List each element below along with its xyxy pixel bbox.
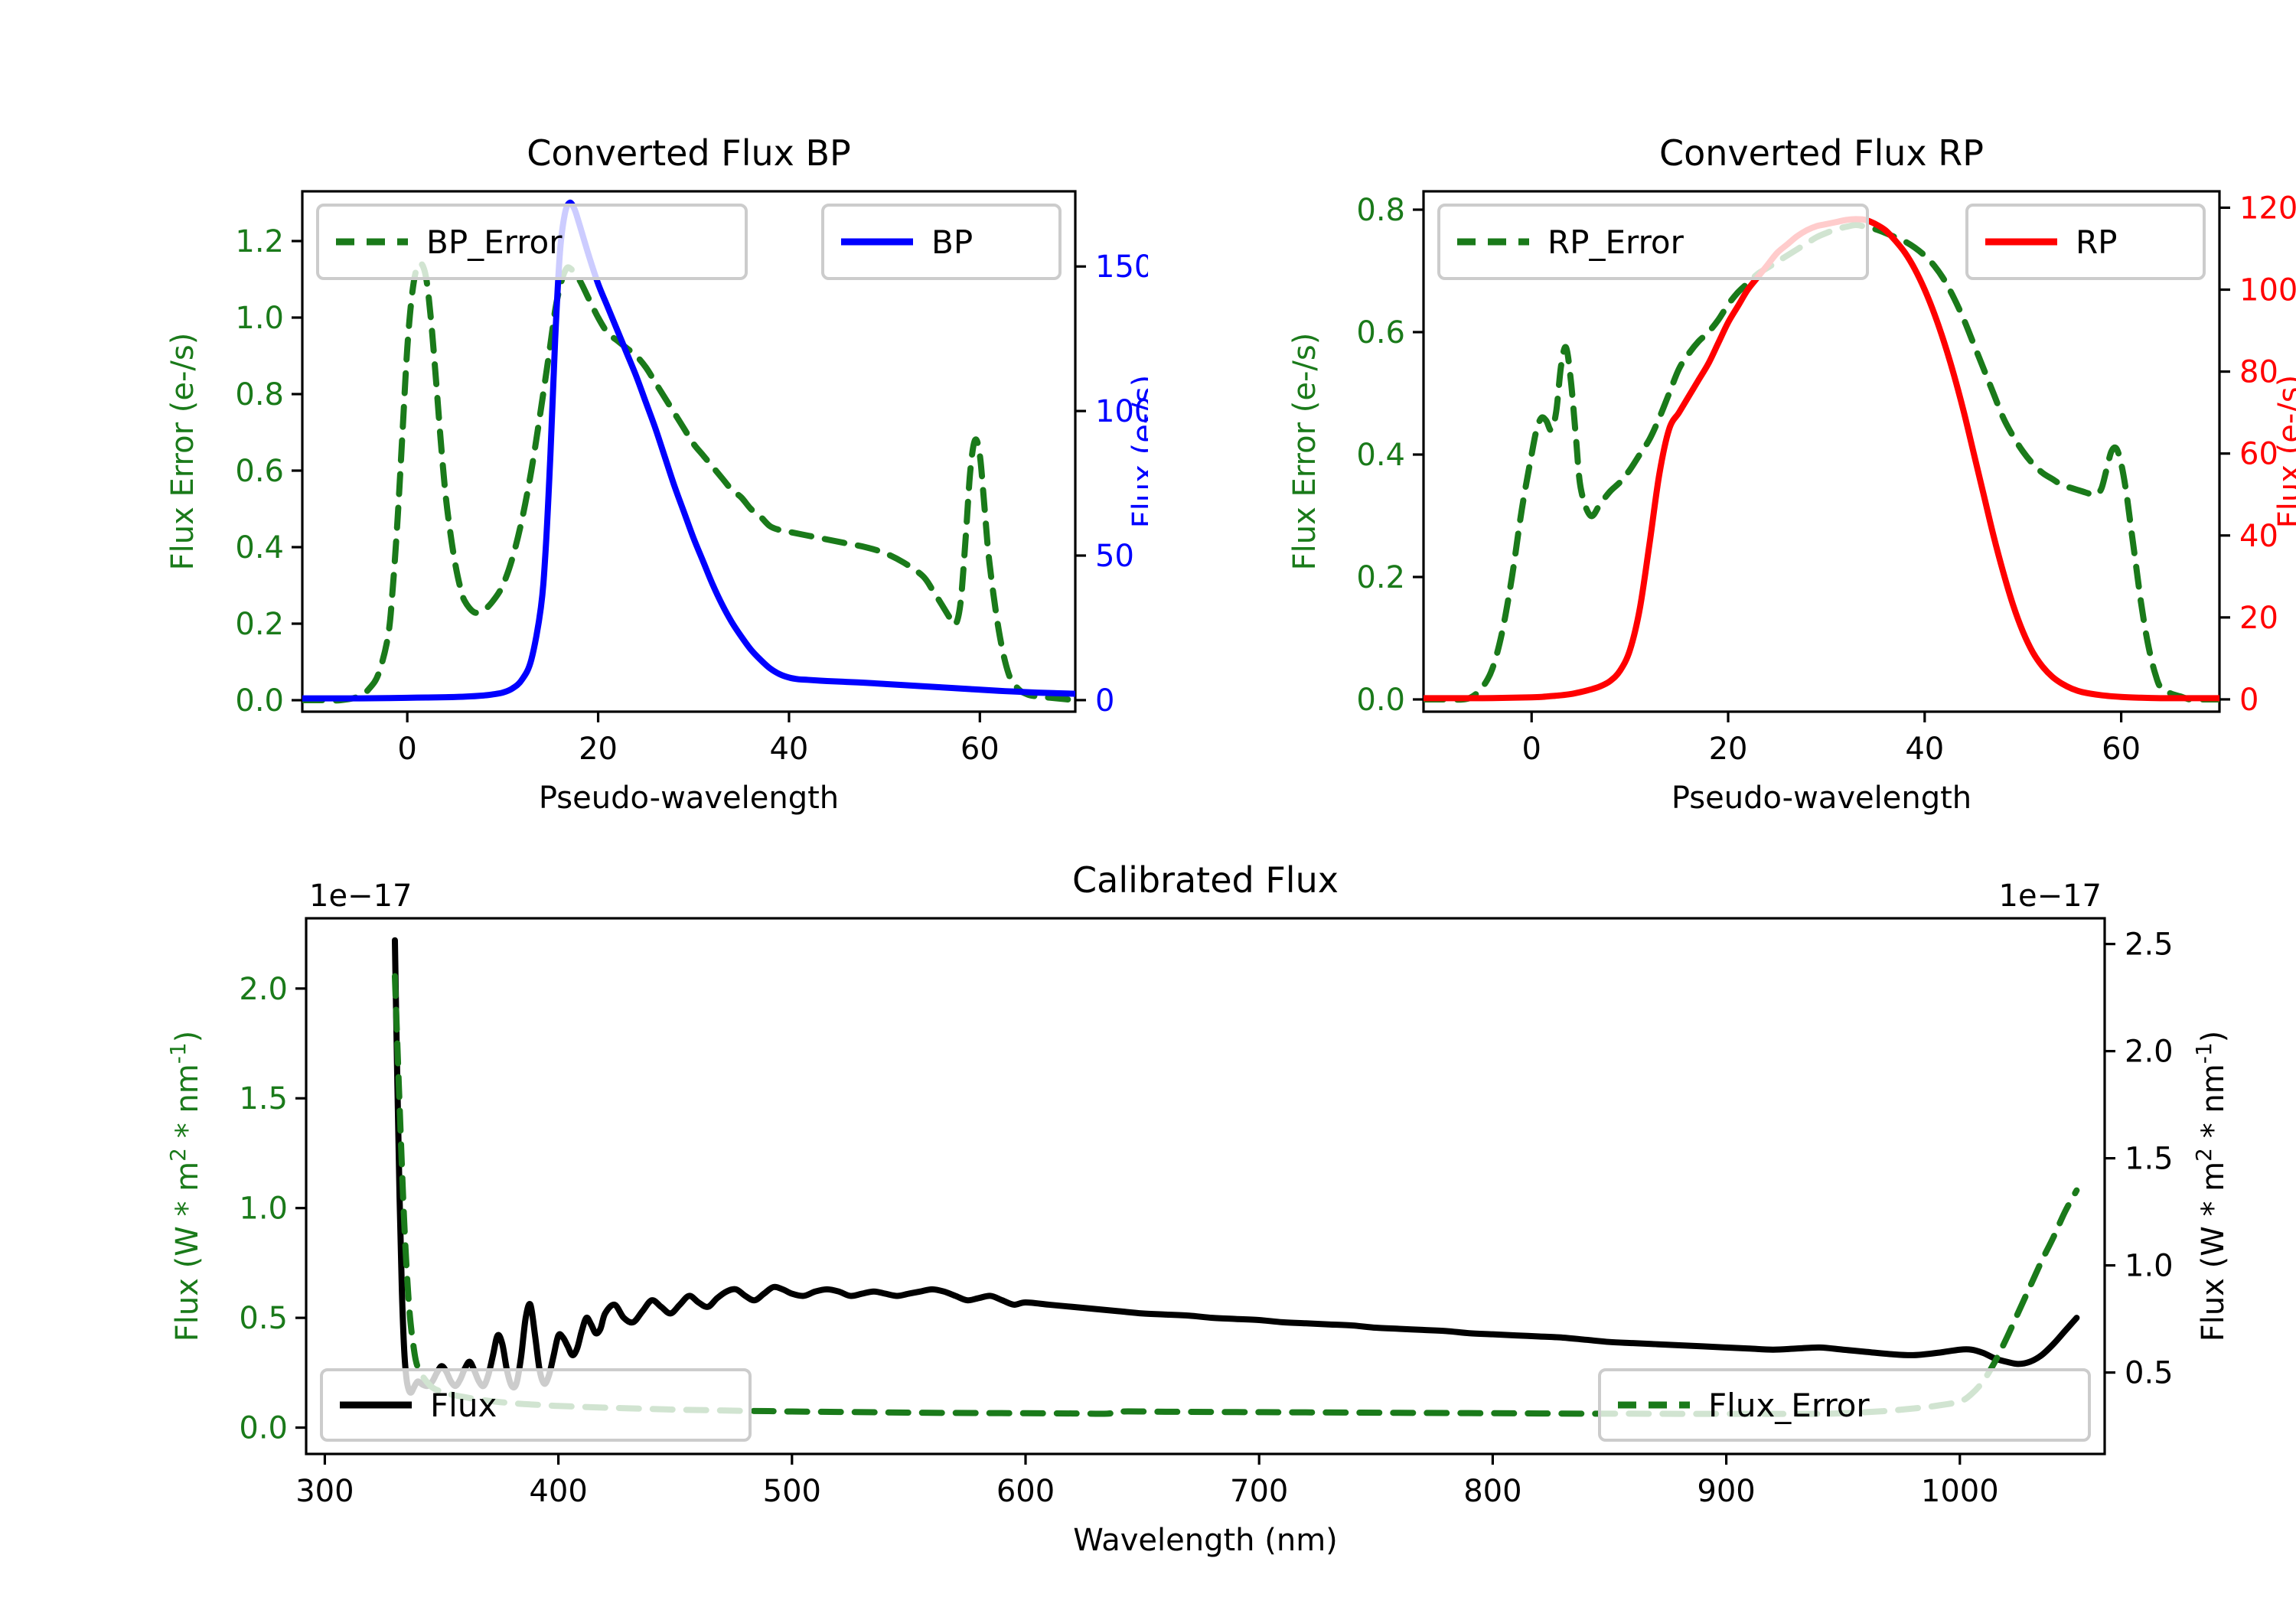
offset-text-right: 1e−17 xyxy=(1999,878,2102,914)
y-tick-label-right: 150 xyxy=(1095,249,1148,285)
legend-left[interactable]: RP_Error xyxy=(1437,204,1869,280)
y-axis-label-left: Flux Error (e-/s) xyxy=(165,333,201,571)
x-tick-label: 20 xyxy=(579,732,618,767)
x-axis-label: Wavelength (nm) xyxy=(1073,1523,1338,1558)
x-tick-label: 60 xyxy=(2102,732,2141,767)
legend-right[interactable]: BP xyxy=(821,204,1062,280)
panel-title: Converted Flux RP xyxy=(1659,132,1984,174)
x-tick-label: 1000 xyxy=(1921,1474,1999,1509)
panel-title: Calibrated Flux xyxy=(1072,859,1339,901)
series-rp xyxy=(1424,216,2219,702)
y-tick-label-left: 0.4 xyxy=(1356,438,1405,473)
y-tick-label-left: 0.2 xyxy=(1356,560,1405,595)
y-tick-label-left: 0.2 xyxy=(235,607,284,642)
legend-left[interactable]: BP_Error xyxy=(316,204,748,280)
y-tick-label-left: 0.0 xyxy=(235,683,284,719)
y-tick-label-right: 120 xyxy=(2239,191,2296,226)
y-tick-label-left: 0.5 xyxy=(239,1301,288,1336)
y-tick-label-right: 60 xyxy=(2239,437,2278,472)
y-tick-label-right: 2.0 xyxy=(2125,1035,2174,1070)
y-tick-label-right: 80 xyxy=(2239,355,2278,390)
axes-frame xyxy=(305,917,2106,1455)
series-rp_error xyxy=(1424,222,2219,703)
legend-frame xyxy=(1598,1368,2091,1442)
x-tick-label: 300 xyxy=(295,1474,354,1509)
y-tick-label-right: 0.5 xyxy=(2125,1356,2174,1391)
offset-text-left: 1e−17 xyxy=(309,878,412,914)
y-tick-label-left: 0.6 xyxy=(1356,315,1405,350)
axes-frame xyxy=(301,190,1077,713)
y-axis-label-right: Flux (e-/s) xyxy=(1127,375,1148,528)
x-tick-label: 0 xyxy=(397,732,416,767)
legend-label: RP xyxy=(2076,223,2118,261)
y-tick-label-right: 50 xyxy=(1095,539,1134,574)
x-axis-label: Pseudo-wavelength xyxy=(539,781,839,816)
legend-frame xyxy=(821,204,1062,280)
y-tick-label-right: 100 xyxy=(1095,394,1148,429)
x-tick-label: 40 xyxy=(769,732,808,767)
x-tick-label: 600 xyxy=(996,1474,1055,1509)
y-tick-label-left: 0.0 xyxy=(239,1411,288,1446)
y-tick-label-left: 0.4 xyxy=(235,530,284,566)
legend-label: Flux_Error xyxy=(1708,1387,1870,1424)
x-tick-label: 900 xyxy=(1697,1474,1755,1509)
x-tick-label: 20 xyxy=(1709,732,1748,767)
y-tick-label-left: 1.0 xyxy=(235,301,284,336)
y-axis-label-left: Flux Error (e-/s) xyxy=(1287,333,1322,571)
y-tick-label-right: 0 xyxy=(1095,683,1114,719)
legend-left[interactable]: Flux xyxy=(320,1368,752,1442)
y-tick-label-left: 0.8 xyxy=(1356,193,1405,228)
y-tick-label-left: 1.0 xyxy=(239,1191,288,1227)
y-tick-label-right: 20 xyxy=(2239,601,2278,636)
y-axis-label-right: Flux (e-/s) xyxy=(2272,375,2296,528)
y-tick-label-left: 2.0 xyxy=(239,972,288,1007)
x-tick-label: 0 xyxy=(1522,732,1541,767)
legend-label: Flux xyxy=(430,1387,497,1424)
y-tick-label-right: 2.5 xyxy=(2125,927,2174,963)
legend-right[interactable]: RP xyxy=(1965,204,2206,280)
legend-right[interactable]: Flux_Error xyxy=(1598,1368,2091,1442)
y-axis-label-right: Flux (W * m2 * nm-1) xyxy=(2191,1031,2232,1342)
panel-converted-flux-rp: Converted Flux RP 0 20 40 60 Pseudo-wavelengt… xyxy=(1287,132,2296,816)
y-tick-label-left: 0.8 xyxy=(235,377,284,412)
x-tick-label: 40 xyxy=(1905,732,1944,767)
legend-label: BP_Error xyxy=(426,223,563,261)
y-tick-label-left: 1.2 xyxy=(235,224,284,259)
y-tick-label-right: 1.0 xyxy=(2125,1249,2174,1284)
y-tick-label-right: 1.5 xyxy=(2125,1142,2174,1177)
panel-title: Converted Flux BP xyxy=(527,132,851,174)
x-tick-label: 500 xyxy=(763,1474,821,1509)
axes-frame xyxy=(1422,190,2221,713)
x-tick-label: 400 xyxy=(529,1474,587,1509)
legend-frame xyxy=(1965,204,2206,280)
y-tick-label-left: 0.0 xyxy=(1356,683,1405,718)
legend-frame xyxy=(320,1368,752,1442)
x-tick-label: 700 xyxy=(1230,1474,1288,1509)
x-tick-label: 60 xyxy=(960,732,1000,767)
series-flux xyxy=(391,937,2080,1396)
panel-converted-flux-bp: Converted Flux BP 0 20 40 60 Pseudo-wavelengt… xyxy=(165,132,1148,816)
y-tick-label-right: 0 xyxy=(2239,683,2258,718)
series-bp xyxy=(302,200,1075,702)
y-tick-label-right: 100 xyxy=(2239,273,2296,308)
series-bp_error xyxy=(302,259,1075,704)
x-axis-label: Pseudo-wavelength xyxy=(1671,781,1971,816)
x-tick-label: 800 xyxy=(1463,1474,1521,1509)
y-tick-label-right: 40 xyxy=(2239,519,2278,554)
y-tick-label-left: 1.5 xyxy=(239,1081,288,1116)
panel-calibrated-flux: Calibrated Flux 300 400 500 600 700 800 900 1000… xyxy=(165,859,2232,1558)
legend-frame xyxy=(316,204,748,280)
y-tick-label-left: 0.6 xyxy=(235,454,284,489)
y-axis-label-left: Flux (W * m2 * nm-1) xyxy=(165,1031,206,1342)
legend-label: RP_Error xyxy=(1548,223,1684,261)
legend-frame xyxy=(1437,204,1869,280)
legend-label: BP xyxy=(931,223,973,261)
